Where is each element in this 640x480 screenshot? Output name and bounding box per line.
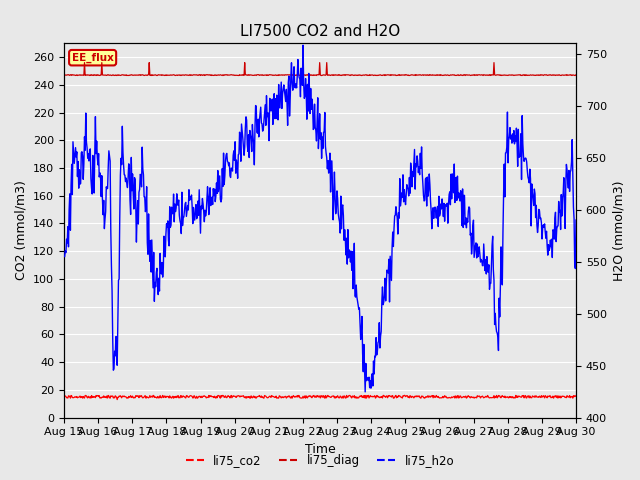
Y-axis label: CO2 (mmol/m3): CO2 (mmol/m3) [15,180,28,280]
Legend: li75_co2, li75_diag, li75_h2o: li75_co2, li75_diag, li75_h2o [181,449,459,472]
Text: EE_flux: EE_flux [72,53,113,63]
Title: LI7500 CO2 and H2O: LI7500 CO2 and H2O [240,24,400,39]
X-axis label: Time: Time [305,443,335,456]
Y-axis label: H2O (mmol/m3): H2O (mmol/m3) [612,180,625,281]
